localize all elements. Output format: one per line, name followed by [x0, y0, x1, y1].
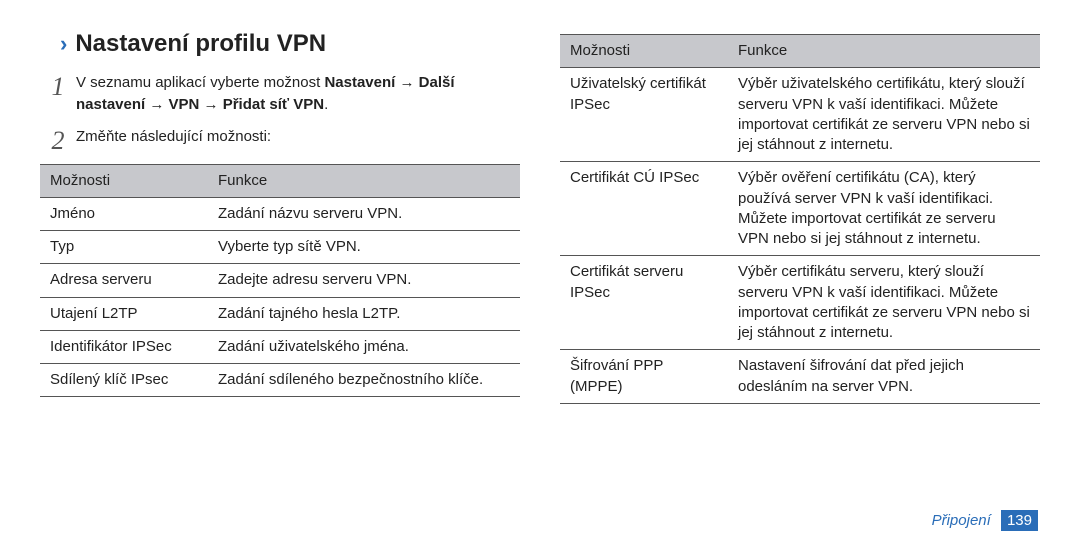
cell-option: Utajení L2TP — [40, 297, 208, 330]
table-header-row: Možnosti Funkce — [560, 35, 1040, 68]
step-text: Změňte následující možnosti: — [76, 126, 520, 154]
table-row: Certifikát CÚ IPSecVýběr ověření certifi… — [560, 162, 1040, 256]
cell-function: Zadání názvu serveru VPN. — [208, 197, 520, 230]
table-row: Adresa serveruZadejte adresu serveru VPN… — [40, 264, 520, 297]
table-row: Certifikát serveru IPSecVýběr certifikát… — [560, 256, 1040, 350]
step-text: V seznamu aplikací vyberte možnost Nasta… — [76, 72, 520, 116]
step-1: 1 V seznamu aplikací vyberte možnost Nas… — [40, 72, 520, 116]
footer-section-label: Připojení — [932, 512, 991, 529]
cell-option: Uživatelský certifikát IPSec — [560, 68, 728, 162]
table-row: Utajení L2TPZadání tajného hesla L2TP. — [40, 297, 520, 330]
cell-option: Šifrování PPP (MPPE) — [560, 350, 728, 404]
header-options: Možnosti — [560, 35, 728, 68]
cell-function: Zadání tajného hesla L2TP. — [208, 297, 520, 330]
table-row: Sdílený klíč IPsecZadání sdíleného bezpe… — [40, 364, 520, 397]
cell-option: Adresa serveru — [40, 264, 208, 297]
heading-text: Nastavení profilu VPN — [75, 30, 326, 58]
step-number: 2 — [40, 126, 76, 154]
cell-function: Vyberte typ sítě VPN. — [208, 231, 520, 264]
cell-function: Zadání sdíleného bezpečnostního klíče. — [208, 364, 520, 397]
cell-option: Sdílený klíč IPsec — [40, 364, 208, 397]
header-functions: Funkce — [728, 35, 1040, 68]
chevron-icon: › — [60, 31, 67, 57]
cell-option: Identifikátor IPSec — [40, 330, 208, 363]
table-row: Šifrování PPP (MPPE)Nastavení šifrování … — [560, 350, 1040, 404]
header-functions: Funkce — [208, 164, 520, 197]
table-row: Uživatelský certifikát IPSecVýběr uživat… — [560, 68, 1040, 162]
cell-function: Výběr uživatelského certifikátu, který s… — [728, 68, 1040, 162]
step-number: 1 — [40, 72, 76, 116]
step1-post: . — [324, 96, 328, 113]
table-row: Identifikátor IPSecZadání uživatelského … — [40, 330, 520, 363]
cell-option: Certifikát serveru IPSec — [560, 256, 728, 350]
table-row: JménoZadání názvu serveru VPN. — [40, 197, 520, 230]
table-row: TypVyberte typ sítě VPN. — [40, 231, 520, 264]
table-header-row: Možnosti Funkce — [40, 164, 520, 197]
cell-option: Jméno — [40, 197, 208, 230]
cell-function: Výběr certifikátu serveru, který slouží … — [728, 256, 1040, 350]
header-options: Možnosti — [40, 164, 208, 197]
right-column: Možnosti Funkce Uživatelský certifikát I… — [560, 30, 1040, 404]
step-2: 2 Změňte následující možnosti: — [40, 126, 520, 154]
footer-page-number: 139 — [1001, 510, 1038, 531]
cell-function: Nastavení šifrování dat před jejich odes… — [728, 350, 1040, 404]
cell-function: Zadání uživatelského jména. — [208, 330, 520, 363]
cell-function: Zadejte adresu serveru VPN. — [208, 264, 520, 297]
section-heading: › Nastavení profilu VPN — [60, 30, 520, 58]
options-table-left: Možnosti Funkce JménoZadání názvu server… — [40, 164, 520, 398]
page-footer: Připojení 139 — [932, 512, 1038, 529]
step1-pre: V seznamu aplikací vyberte možnost — [76, 74, 324, 91]
cell-option: Typ — [40, 231, 208, 264]
options-table-right: Možnosti Funkce Uživatelský certifikát I… — [560, 34, 1040, 404]
cell-function: Výběr ověření certifikátu (CA), který po… — [728, 162, 1040, 256]
cell-option: Certifikát CÚ IPSec — [560, 162, 728, 256]
left-column: › Nastavení profilu VPN 1 V seznamu apli… — [40, 30, 520, 404]
